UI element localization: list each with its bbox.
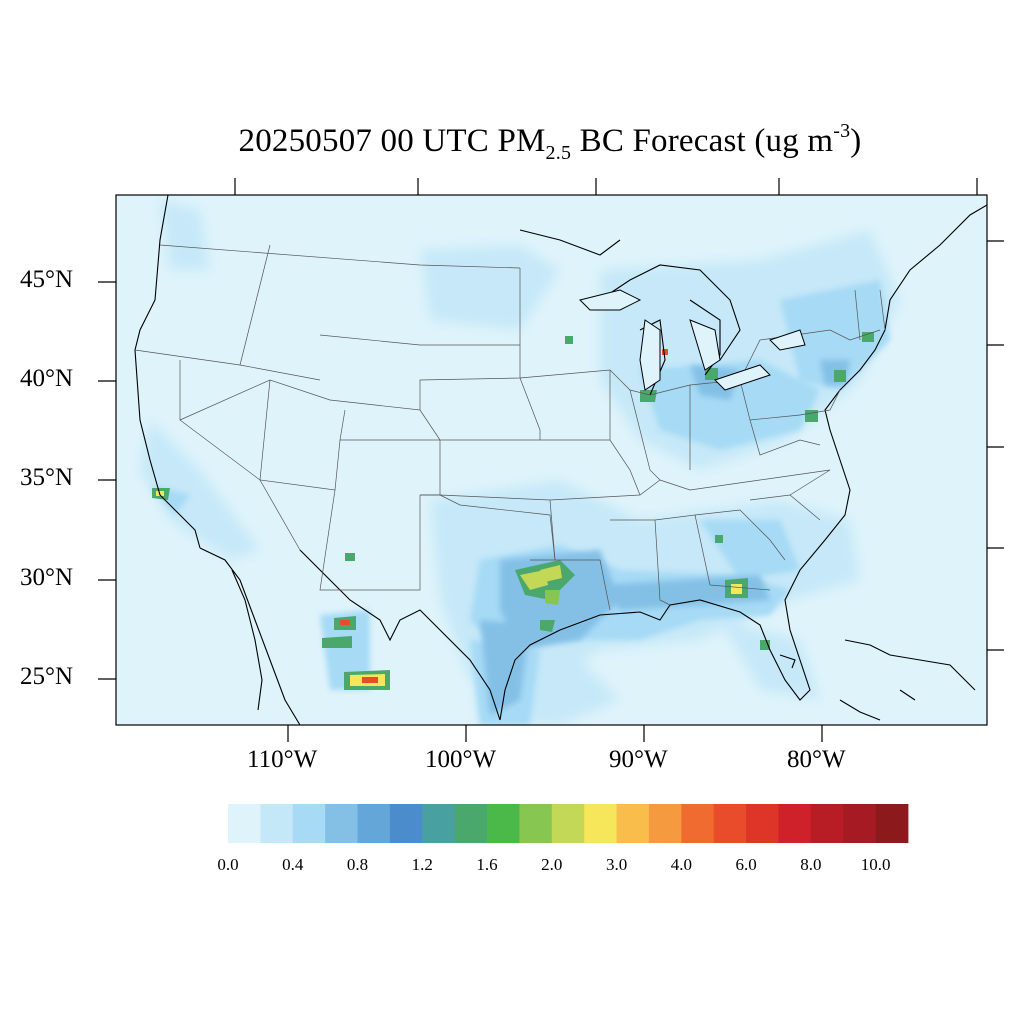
hotspots (152, 332, 874, 690)
colorbar-swatch (292, 804, 326, 843)
lat-label-30n: 30°N (20, 564, 74, 591)
colorbar-label: 0.8 (346, 855, 369, 874)
colorbar-swatch (260, 804, 294, 843)
colorbar-swatch (325, 804, 358, 843)
colorbar-label: 0.0 (217, 855, 239, 874)
colorbar-swatch (843, 804, 877, 843)
colorbar-label: 0.4 (282, 855, 304, 874)
colorbar-swatch (228, 804, 261, 843)
colorbar-swatch (713, 804, 747, 843)
colorbar (228, 804, 909, 843)
lon-label-80w: 80°W (787, 746, 846, 773)
colorbar-label: 4.0 (670, 855, 692, 874)
colorbar-swatch (389, 804, 423, 843)
colorbar-label: 1.6 (476, 855, 498, 874)
lat-label-25n: 25°N (20, 663, 74, 690)
colorbar-swatch (648, 804, 682, 843)
colorbar-swatch (454, 804, 488, 843)
colorbar-swatch (422, 804, 456, 843)
colorbar-label: 10.0 (860, 855, 891, 874)
map-frame (115, 194, 988, 726)
colorbar-swatch (810, 804, 844, 843)
colorbar-swatch (616, 804, 650, 843)
colorbar-swatch (519, 804, 553, 843)
lon-label-110w: 110°W (247, 746, 318, 773)
coastlines (134, 195, 987, 725)
map-title: 20250507 00 UTC PM2.5 BC Forecast (ug m-… (238, 120, 862, 164)
colorbar-swatch (681, 804, 715, 843)
colorbar-swatch (778, 804, 812, 843)
colorbar-label: 8.0 (800, 855, 822, 874)
colorbar-swatch (487, 804, 520, 843)
lon-label-90w: 90°W (609, 746, 668, 773)
colorbar-label: 2.0 (541, 855, 563, 874)
lat-label-45n: 45°N (20, 266, 74, 293)
colorbar-label: 6.0 (735, 855, 757, 874)
colorbar-swatch (746, 804, 779, 843)
great-lakes (579, 289, 806, 391)
colorbar-swatch (584, 804, 617, 843)
colorbar-label: 1.2 (411, 855, 433, 874)
lon-label-100w: 100°W (425, 746, 497, 773)
colorbar-swatch (357, 804, 391, 843)
colorbar-label: 3.0 (605, 855, 628, 874)
lat-label-35n: 35°N (20, 464, 74, 491)
lat-label-40n: 40°N (20, 365, 74, 392)
axis-ticks (98, 178, 1004, 742)
colorbar-swatch (551, 804, 585, 843)
colorbar-swatch (875, 804, 909, 843)
